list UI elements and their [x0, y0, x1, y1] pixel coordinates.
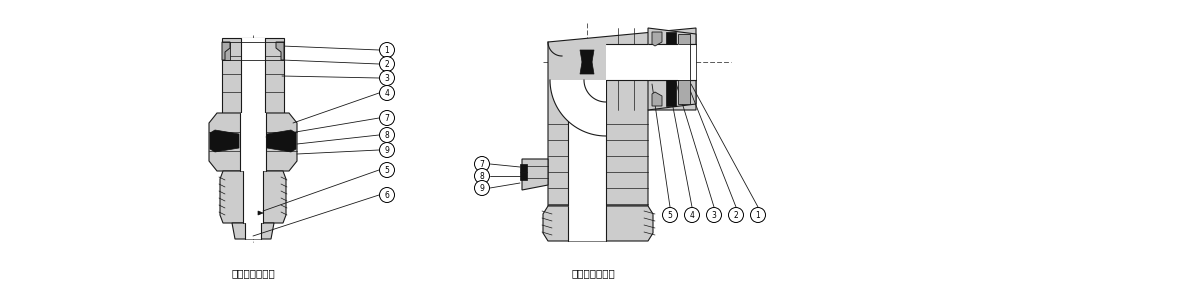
- Polygon shape: [666, 80, 676, 106]
- Circle shape: [380, 162, 394, 177]
- Polygon shape: [648, 28, 696, 110]
- Text: 8: 8: [385, 131, 389, 140]
- Polygon shape: [543, 206, 653, 241]
- Text: 9: 9: [479, 184, 484, 193]
- Bar: [648, 44, 696, 80]
- Polygon shape: [520, 172, 527, 180]
- Polygon shape: [208, 113, 297, 171]
- Text: 4: 4: [385, 89, 389, 98]
- Circle shape: [380, 43, 394, 57]
- Text: 7: 7: [385, 114, 389, 123]
- Bar: [243, 171, 264, 223]
- Bar: [568, 206, 606, 241]
- Polygon shape: [580, 50, 594, 66]
- Circle shape: [750, 208, 766, 222]
- Circle shape: [380, 142, 394, 157]
- Circle shape: [380, 57, 394, 72]
- Text: 9: 9: [385, 146, 389, 155]
- Circle shape: [684, 208, 700, 222]
- Text: 5: 5: [667, 211, 672, 220]
- Polygon shape: [220, 171, 286, 223]
- Bar: [568, 80, 606, 206]
- Circle shape: [474, 157, 490, 171]
- Text: 8: 8: [479, 172, 484, 181]
- Polygon shape: [550, 80, 606, 136]
- Text: 2: 2: [385, 60, 389, 69]
- Bar: [240, 113, 266, 171]
- Polygon shape: [652, 32, 662, 46]
- Polygon shape: [583, 80, 606, 102]
- Circle shape: [380, 188, 394, 202]
- Polygon shape: [222, 38, 284, 113]
- Bar: [246, 223, 261, 239]
- Text: 7: 7: [479, 160, 484, 169]
- Polygon shape: [580, 58, 594, 74]
- Text: 1: 1: [385, 46, 389, 55]
- Text: 2: 2: [733, 211, 738, 220]
- Circle shape: [474, 168, 490, 184]
- Polygon shape: [520, 164, 527, 172]
- Polygon shape: [276, 42, 284, 60]
- Text: ハーフユニオン: ハーフユニオン: [231, 268, 274, 278]
- Circle shape: [474, 180, 490, 195]
- Polygon shape: [232, 223, 274, 239]
- Polygon shape: [222, 42, 230, 60]
- Polygon shape: [547, 28, 696, 206]
- Circle shape: [707, 208, 721, 222]
- Text: エルボユニオン: エルボユニオン: [571, 268, 615, 278]
- Polygon shape: [267, 130, 296, 152]
- Text: 5: 5: [385, 166, 389, 175]
- Circle shape: [662, 208, 678, 222]
- Text: 1: 1: [756, 211, 761, 220]
- Polygon shape: [210, 130, 238, 152]
- Text: 3: 3: [385, 74, 389, 83]
- Circle shape: [380, 110, 394, 126]
- Bar: [606, 44, 696, 80]
- Bar: [241, 38, 265, 113]
- Bar: [678, 34, 690, 104]
- Text: 6: 6: [385, 191, 389, 200]
- Polygon shape: [258, 211, 264, 215]
- Circle shape: [380, 128, 394, 142]
- Circle shape: [380, 70, 394, 86]
- Circle shape: [380, 86, 394, 101]
- Circle shape: [728, 208, 744, 222]
- Text: 3: 3: [712, 211, 716, 220]
- Polygon shape: [522, 159, 547, 190]
- Text: 4: 4: [690, 211, 695, 220]
- Bar: [678, 44, 690, 80]
- Polygon shape: [652, 92, 662, 106]
- Polygon shape: [666, 32, 676, 44]
- Polygon shape: [222, 42, 230, 60]
